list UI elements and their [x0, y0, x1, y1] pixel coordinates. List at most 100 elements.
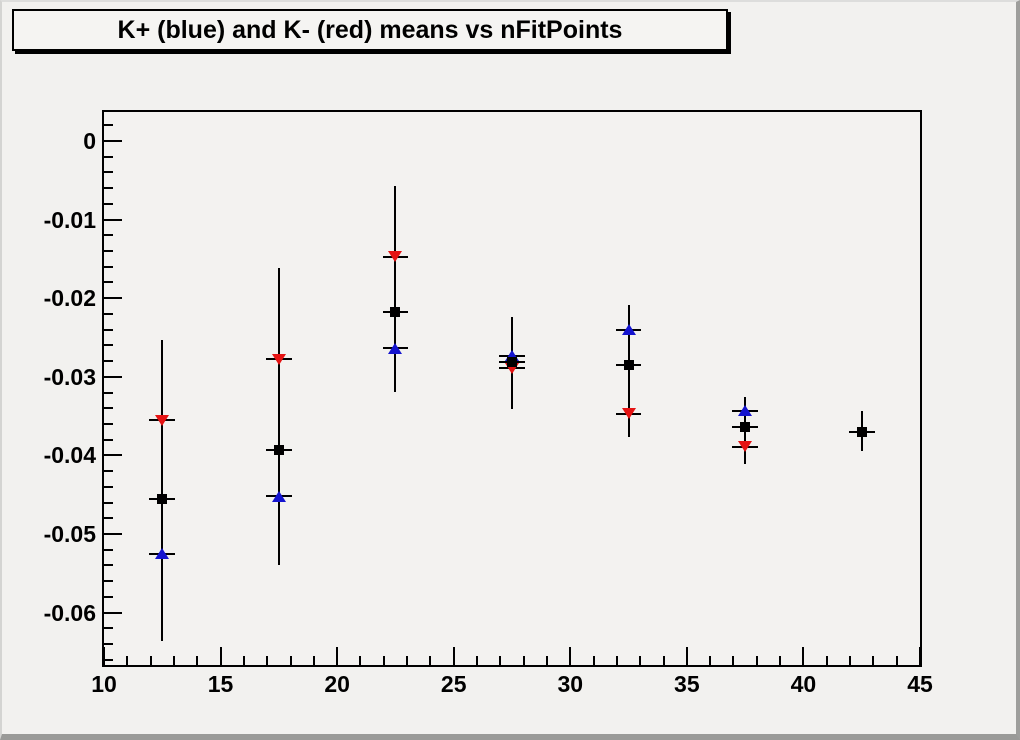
marker-triangle-down: [505, 362, 519, 374]
x-axis-minor-tick: [662, 656, 665, 665]
x-axis-minor-tick: [359, 656, 362, 665]
y-axis-major-tick: [104, 611, 122, 614]
marker-triangle-up: [621, 324, 636, 336]
marker-square: [740, 422, 751, 433]
x-axis-minor-tick: [149, 656, 152, 665]
marker-square: [856, 426, 867, 437]
marker-square: [390, 307, 401, 318]
y-axis-minor-tick: [104, 250, 113, 253]
x-axis-minor-tick: [895, 656, 898, 665]
x-axis-minor-tick: [755, 656, 758, 665]
marker-triangle-up: [271, 490, 286, 502]
y-axis-minor-tick: [104, 312, 113, 315]
y-axis-major-tick: [104, 375, 122, 378]
x-axis-minor-tick: [779, 656, 782, 665]
y-axis-major-tick: [104, 140, 122, 142]
x-axis-minor-tick: [825, 656, 828, 665]
x-axis-major-tick: [569, 647, 572, 665]
y-axis-minor-tick: [104, 360, 113, 363]
x-axis-major-tick: [919, 647, 921, 665]
y-axis-minor-tick: [104, 470, 113, 473]
marker-triangle-down: [155, 414, 170, 426]
x-axis-minor-tick: [592, 656, 595, 665]
y-axis-minor-tick: [104, 548, 113, 551]
y-axis-major-tick: [104, 532, 122, 535]
y-axis-minor-tick: [104, 171, 113, 174]
x-axis-minor-tick: [429, 656, 432, 665]
x-axis-minor-tick: [312, 656, 315, 665]
marker-square: [623, 359, 634, 370]
marker-square: [273, 444, 284, 455]
x-axis-minor-tick: [872, 656, 875, 665]
x-axis-minor-tick: [849, 656, 852, 665]
y-axis-label: -0.01: [43, 206, 96, 233]
y-axis-major-tick: [104, 454, 122, 457]
y-axis-minor-tick: [104, 124, 113, 127]
y-axis-minor-tick: [104, 438, 113, 441]
y-axis-label: -0.02: [43, 285, 96, 312]
x-axis-minor-tick: [615, 656, 618, 665]
y-axis-minor-tick: [104, 517, 113, 520]
x-axis-minor-tick: [406, 656, 409, 665]
y-axis-minor-tick: [104, 501, 113, 504]
x-axis-minor-tick: [709, 656, 712, 665]
y-axis-minor-tick: [104, 643, 113, 645]
x-axis-minor-tick: [266, 656, 269, 665]
x-axis-major-tick: [802, 647, 805, 665]
x-axis-label: 35: [674, 671, 700, 697]
title-box: K+ (blue) and K- (red) means vs nFitPoin…: [12, 9, 728, 51]
x-axis-major-tick: [103, 647, 105, 665]
y-axis-minor-tick: [104, 155, 113, 158]
x-axis-minor-tick: [172, 656, 175, 665]
x-axis-major-tick: [685, 647, 688, 665]
y-axis-minor-tick: [104, 595, 113, 598]
y-axis-minor-tick: [104, 328, 113, 331]
marker-square: [157, 493, 168, 504]
x-axis-label: 45: [907, 671, 933, 697]
y-axis-minor-tick: [104, 485, 113, 488]
y-axis-minor-tick: [104, 658, 113, 661]
x-axis-label: 15: [207, 671, 234, 697]
x-axis-minor-tick: [499, 656, 502, 665]
marker-triangle-down: [271, 353, 286, 365]
plot-frame: [102, 110, 922, 667]
y-axis-minor-tick: [104, 627, 113, 630]
y-axis-label: -0.05: [43, 520, 96, 547]
y-axis-minor-tick: [104, 234, 113, 237]
x-axis-minor-tick: [545, 656, 548, 665]
y-axis-label: -0.03: [43, 363, 96, 390]
y-axis-label: -0.04: [43, 442, 96, 469]
x-axis-label: 25: [440, 671, 467, 697]
error-bar: [277, 268, 280, 565]
error-bar: [394, 185, 397, 392]
x-axis-minor-tick: [242, 656, 245, 665]
error-bar: [161, 339, 164, 641]
marker-triangle-down: [388, 251, 403, 263]
x-axis-minor-tick: [732, 656, 735, 665]
x-axis-minor-tick: [476, 656, 479, 665]
x-axis-minor-tick: [522, 656, 525, 665]
y-axis-label: 0: [83, 128, 96, 154]
y-axis-minor-tick: [104, 407, 113, 410]
x-axis-label: 20: [324, 671, 350, 697]
error-bar: [627, 305, 630, 438]
x-axis-label: 10: [91, 671, 117, 697]
y-axis-minor-tick: [104, 391, 113, 394]
y-axis-minor-tick: [104, 202, 113, 205]
x-axis-minor-tick: [382, 656, 385, 665]
y-axis-minor-tick: [104, 187, 113, 190]
y-axis-minor-tick: [104, 344, 113, 347]
marker-triangle-down: [738, 441, 753, 453]
x-axis-minor-tick: [639, 656, 642, 665]
y-axis-minor-tick: [104, 281, 113, 284]
x-axis-label: 30: [557, 671, 584, 697]
marker-square: [507, 356, 517, 367]
x-axis-minor-tick: [126, 656, 129, 665]
x-axis-label: 40: [790, 671, 817, 697]
y-axis-minor-tick: [104, 265, 113, 268]
marker-triangle-up: [388, 342, 403, 354]
x-axis-major-tick: [219, 647, 222, 665]
x-axis-major-tick: [452, 647, 455, 665]
y-axis-minor-tick: [104, 564, 113, 567]
x-axis-major-tick: [336, 647, 339, 665]
